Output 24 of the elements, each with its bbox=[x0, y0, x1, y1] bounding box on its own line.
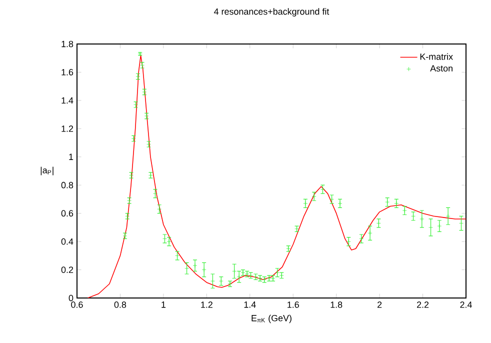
x-tick-label: 1.4 bbox=[244, 302, 256, 308]
x-tick-label: 1.6 bbox=[288, 302, 299, 308]
y-tick-label: 0.2 bbox=[61, 266, 74, 273]
y-tick-label: 1.8 bbox=[62, 40, 74, 48]
y-axis-title: |a$_{P}$| bbox=[40, 166, 54, 176]
legend-label: Aston bbox=[430, 65, 452, 72]
x-tick-label: 2 bbox=[378, 302, 382, 308]
y-tick-label: 1.2 bbox=[62, 126, 74, 132]
y-tick-label: 1.4 bbox=[62, 97, 74, 104]
x-tick-label: 1.8 bbox=[330, 302, 342, 308]
y-tick-label: 0.6 bbox=[61, 210, 74, 217]
x-tick-label: 2.2 bbox=[417, 302, 429, 308]
x-tick-label: 2.4 bbox=[460, 302, 472, 308]
x-tick-label: 0.8 bbox=[114, 302, 126, 308]
x-tick-label: 1.2 bbox=[201, 302, 212, 308]
y-tick-label: 1.6 bbox=[62, 69, 74, 76]
y-tick-label: 0.8 bbox=[61, 182, 74, 188]
y-tick-label: 0.4 bbox=[61, 238, 74, 245]
y-tick-label: 0 bbox=[68, 294, 74, 302]
x-axis-title: E$_{πK}$ (GeV) bbox=[252, 314, 292, 324]
chart-title: 4 resonances+background fit bbox=[214, 8, 330, 16]
y-tick-label: 1 bbox=[69, 154, 74, 160]
x-tick-label: 1 bbox=[162, 302, 166, 308]
legend-label: K-matrix bbox=[420, 53, 453, 60]
